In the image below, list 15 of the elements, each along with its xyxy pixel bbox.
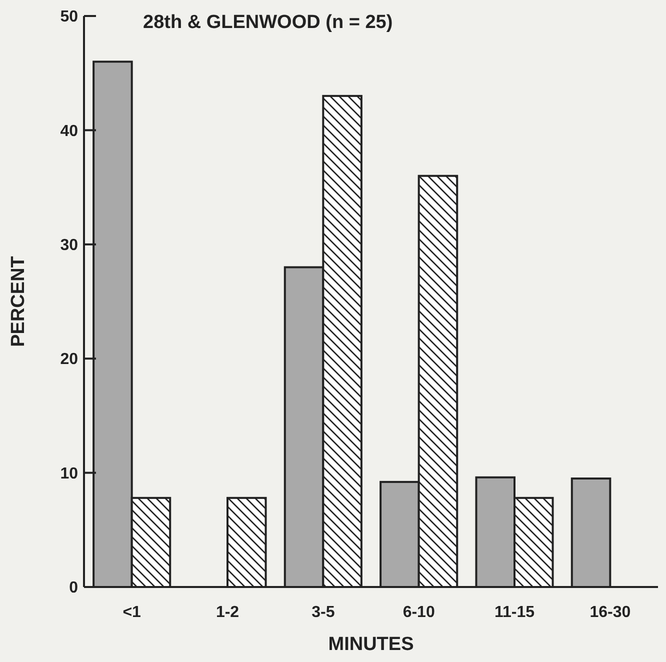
x-tick-label: 6-10 bbox=[402, 604, 435, 621]
x-axis-title: MINUTES bbox=[328, 634, 414, 655]
chart-title: 28th & GLENWOOD (n = 25) bbox=[143, 12, 393, 33]
x-tick-label: <1 bbox=[122, 604, 142, 621]
y-axis-title: PERCENT bbox=[8, 256, 29, 347]
x-tick-label: 11-15 bbox=[494, 604, 535, 621]
y-tick-label: 0 bbox=[69, 580, 78, 597]
y-tick-label: 40 bbox=[60, 122, 78, 140]
x-tick-label: 3-5 bbox=[312, 604, 335, 621]
y-tick-label: 20 bbox=[60, 351, 78, 368]
x-tick-label: 16-30 bbox=[590, 604, 631, 621]
y-tick-label: 30 bbox=[60, 237, 78, 254]
y-tick-label: 50 bbox=[60, 8, 78, 26]
x-tick-label: 1-2 bbox=[216, 604, 240, 621]
y-tick-label: 10 bbox=[60, 465, 78, 482]
